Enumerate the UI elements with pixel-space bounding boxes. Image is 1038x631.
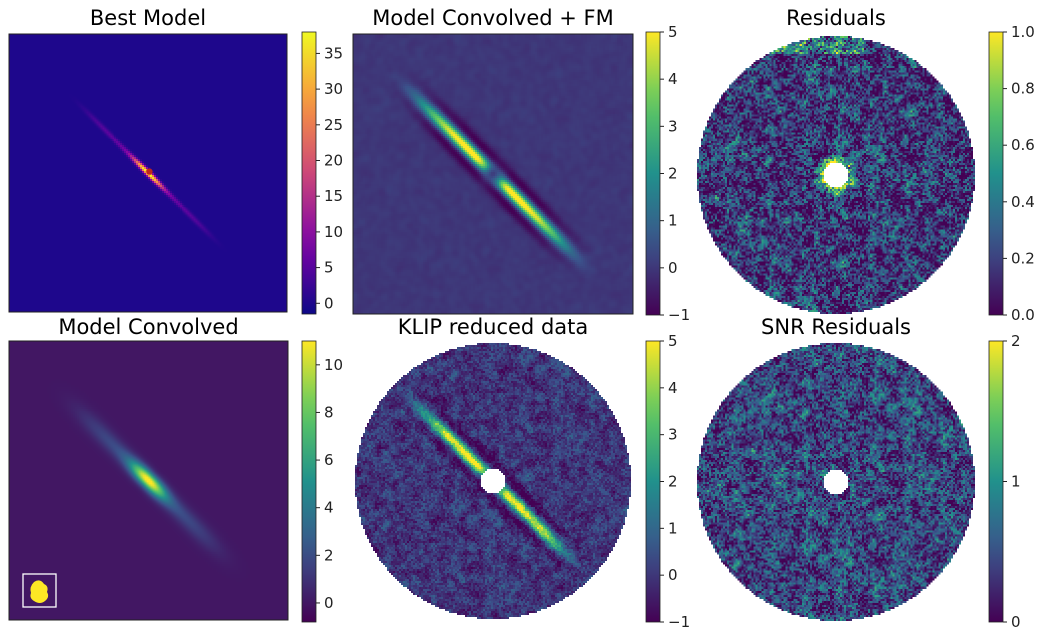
- heatmap-image: [353, 341, 633, 621]
- panel-model-convolved-fm: Model Convolved + FM −1 0 1 2 3 4 5: [352, 6, 690, 324]
- colorbar-tick-label: 0.2: [1011, 249, 1035, 267]
- colorbar-tick-label: 5: [668, 332, 678, 350]
- colorbar-tick-label: 0: [324, 594, 334, 612]
- colorbar-tick-label: 4: [668, 379, 678, 397]
- colorbar-tick-label: 8: [324, 403, 334, 421]
- colorbar-tick-label: 0.0: [1011, 306, 1035, 324]
- psf-inset-box: [22, 573, 57, 608]
- colorbar-tick-label: 0.4: [1011, 193, 1035, 211]
- colorbar-tick-label: 3: [668, 426, 678, 444]
- panel-title: Model Convolved: [58, 315, 238, 339]
- heatmap-image: [695, 34, 977, 316]
- colorbar-tick-label: −1: [668, 306, 690, 324]
- colorbar-tick-label: 20: [324, 152, 343, 170]
- panel-klip-reduced: KLIP reduced data −1 0 1 2 3 4 5: [353, 315, 690, 631]
- colorbar-tick-label: 25: [324, 116, 343, 134]
- colorbar-tick-label: 0.6: [1011, 136, 1035, 154]
- panel-title: Residuals: [786, 6, 886, 30]
- colorbar-tick-label: 2: [324, 546, 334, 564]
- colorbar-tick-label: 1.0: [1011, 23, 1035, 41]
- colorbar-tick-label: 4: [324, 499, 334, 517]
- colorbar-tick-label: −1: [668, 613, 690, 631]
- panel-title: KLIP reduced data: [398, 315, 589, 339]
- colorbar-tick-label: 1: [668, 519, 678, 537]
- colorbar-tick-label: 5: [324, 259, 334, 277]
- colorbar: [645, 340, 661, 623]
- colorbar-tick-label: 2: [668, 165, 678, 183]
- colorbar-tick-label: 1: [668, 212, 678, 230]
- colorbar: [301, 340, 317, 623]
- panel-title: Model Convolved + FM: [372, 6, 613, 30]
- psf-blob: [30, 580, 49, 603]
- center-marker: [146, 168, 153, 175]
- colorbar-tick-label: 35: [324, 44, 343, 62]
- colorbar-tick-label: 0: [668, 259, 678, 277]
- colorbar-tick-label: 10: [324, 223, 343, 241]
- colorbar-tick-label: 10: [324, 356, 343, 374]
- colorbar-tick-label: 0.8: [1011, 80, 1035, 98]
- panel-title: Best Model: [90, 6, 206, 30]
- colorbar-tick-label: 15: [324, 187, 343, 205]
- panel-best-model: Best Model 0 5 10 15 20 25 30 35: [8, 6, 343, 315]
- colorbar-tick-label: 1: [1011, 473, 1021, 491]
- colorbar-tick-label: 4: [668, 70, 678, 88]
- colorbar-tick-label: 0: [668, 566, 678, 584]
- colorbar-tick-label: 3: [668, 117, 678, 135]
- colorbar-tick-label: 0: [324, 294, 334, 312]
- colorbar-tick-label: 2: [668, 473, 678, 491]
- colorbar-tick-label: 30: [324, 80, 343, 98]
- colorbar-tick-label: 2: [1011, 332, 1021, 350]
- colorbar: [301, 31, 317, 315]
- heatmap-image: [353, 34, 633, 314]
- panel-residuals: Residuals 0.0 0.2 0.4 0.6 0.8 1.0: [695, 6, 1035, 324]
- image-frame: [8, 33, 288, 313]
- panel-snr-residuals: SNR Residuals 0 1 2: [695, 315, 1021, 631]
- heatmap-image: [9, 341, 288, 620]
- colorbar-tick-label: 5: [668, 23, 678, 41]
- panel-model-convolved: Model Convolved 0 2 4 6 8 10: [8, 315, 343, 623]
- colorbar: [988, 340, 1004, 623]
- colorbar: [645, 31, 661, 316]
- panel-title: SNR Residuals: [761, 315, 911, 339]
- image-frame: [8, 340, 289, 621]
- heatmap-image: [695, 341, 977, 623]
- image-frame: [352, 33, 634, 315]
- colorbar-tick-label: 6: [324, 451, 334, 469]
- colorbar-tick-label: 0: [1011, 613, 1021, 631]
- colorbar: [988, 31, 1004, 316]
